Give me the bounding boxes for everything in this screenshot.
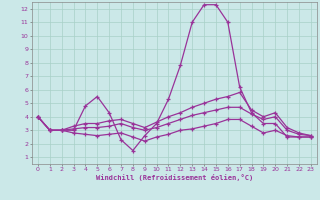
X-axis label: Windchill (Refroidissement éolien,°C): Windchill (Refroidissement éolien,°C) <box>96 174 253 181</box>
